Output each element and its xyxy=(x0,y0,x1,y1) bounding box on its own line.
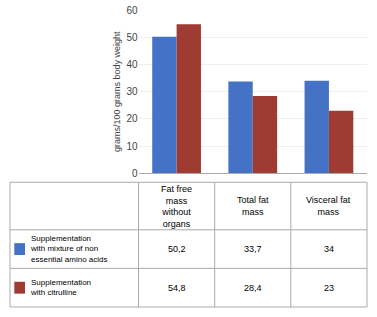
svg-text:Fat freemasswithoutorgans: Fat freemasswithoutorgans xyxy=(161,184,192,229)
svg-text:0: 0 xyxy=(132,168,138,179)
svg-text:Supplementationwith mixture of: Supplementationwith mixture of nonessent… xyxy=(30,234,107,264)
svg-text:Total fatmass: Total fatmass xyxy=(237,195,269,217)
svg-text:54,8: 54,8 xyxy=(168,283,186,293)
svg-text:10: 10 xyxy=(126,141,138,152)
svg-text:34: 34 xyxy=(324,244,334,254)
svg-text:50,2: 50,2 xyxy=(168,244,186,254)
svg-text:grams/100 grams body weight: grams/100 grams body weight xyxy=(112,31,122,152)
svg-text:60: 60 xyxy=(126,5,138,16)
svg-text:40: 40 xyxy=(126,59,138,70)
svg-text:28,4: 28,4 xyxy=(244,283,262,293)
svg-text:20: 20 xyxy=(126,113,138,124)
svg-text:Supplementationwith citrulline: Supplementationwith citrulline xyxy=(30,278,91,297)
svg-text:33,7: 33,7 xyxy=(244,244,262,254)
svg-text:50: 50 xyxy=(126,32,138,43)
svg-text:30: 30 xyxy=(126,86,138,97)
svg-text:23: 23 xyxy=(324,283,334,293)
svg-text:Visceral fatmass: Visceral fatmass xyxy=(306,195,351,217)
